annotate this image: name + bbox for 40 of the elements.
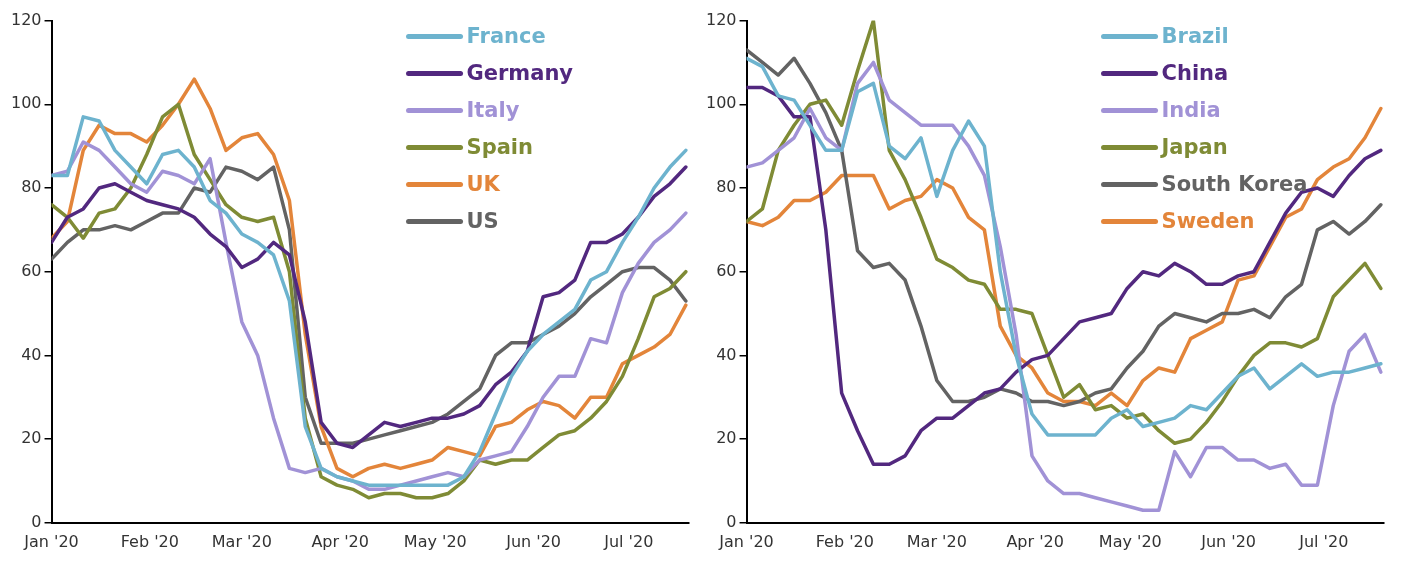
x-tick-label: Jun '20 bbox=[1200, 531, 1257, 551]
x-tick-label: Mar '20 bbox=[906, 531, 967, 551]
y-tick-label: 20 bbox=[21, 428, 42, 448]
x-tick-label: Jan '20 bbox=[718, 531, 774, 551]
legend-label: South Korea bbox=[1161, 172, 1308, 197]
legend-label: Spain bbox=[466, 135, 533, 160]
y-tick-label: 80 bbox=[716, 177, 737, 197]
x-tick-label: Apr '20 bbox=[311, 531, 369, 551]
legend-label: France bbox=[466, 24, 546, 49]
x-tick-label: Apr '20 bbox=[1006, 531, 1064, 551]
x-tick-label: Jan '20 bbox=[23, 531, 79, 551]
y-tick-label: 80 bbox=[21, 177, 42, 197]
legend-label: US bbox=[466, 209, 499, 234]
x-tick-label: Feb '20 bbox=[120, 531, 179, 551]
y-tick-label: 40 bbox=[716, 344, 737, 364]
x-tick-label: May '20 bbox=[1098, 531, 1162, 551]
y-tick-label: 0 bbox=[31, 511, 42, 531]
legend-label: Italy bbox=[466, 98, 520, 123]
legend-label: India bbox=[1161, 98, 1221, 123]
y-tick-label: 40 bbox=[21, 344, 42, 364]
legend-label: Germany bbox=[466, 61, 574, 86]
legend-label: Brazil bbox=[1161, 24, 1229, 49]
x-tick-label: Jul '20 bbox=[1298, 531, 1349, 551]
legend-label: Sweden bbox=[1161, 209, 1255, 234]
x-tick-label: May '20 bbox=[403, 531, 467, 551]
y-tick-label: 60 bbox=[21, 260, 42, 280]
y-tick-label: 120 bbox=[10, 9, 42, 29]
x-tick-label: Jun '20 bbox=[505, 531, 562, 551]
legend-label: Japan bbox=[1159, 135, 1228, 160]
y-tick-label: 0 bbox=[726, 511, 737, 531]
y-tick-label: 20 bbox=[716, 428, 737, 448]
y-tick-label: 100 bbox=[10, 93, 42, 113]
x-tick-label: Jul '20 bbox=[603, 531, 654, 551]
x-tick-label: Mar '20 bbox=[211, 531, 272, 551]
legend-label: China bbox=[1161, 61, 1229, 86]
x-tick-label: Feb '20 bbox=[815, 531, 874, 551]
y-tick-label: 120 bbox=[705, 9, 737, 29]
y-tick-label: 100 bbox=[705, 93, 737, 113]
legend-label: UK bbox=[466, 172, 501, 197]
y-tick-label: 60 bbox=[716, 260, 737, 280]
